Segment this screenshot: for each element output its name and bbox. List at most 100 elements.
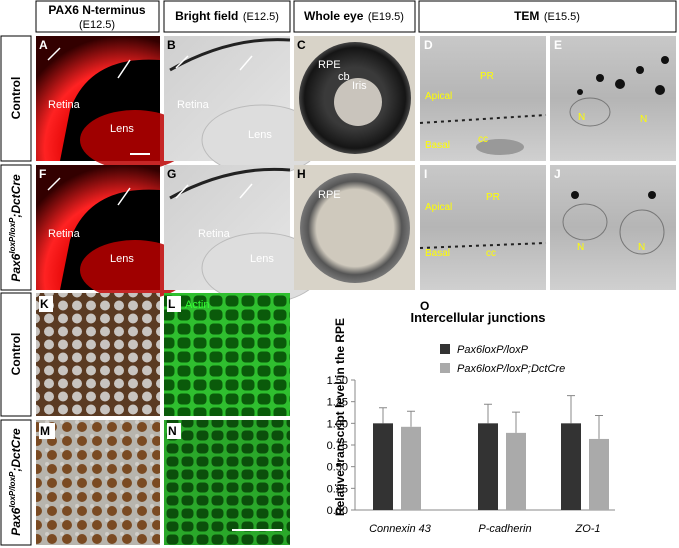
header-title: Whole eye — [304, 9, 364, 23]
panel-f: F Retina Lens — [36, 165, 190, 300]
panel-label: N — [578, 112, 585, 123]
header-box — [418, 0, 677, 33]
bar — [561, 423, 581, 510]
panel-label: N — [638, 242, 645, 253]
panel-letter: K — [40, 297, 49, 311]
panel-label: Basal — [425, 248, 450, 259]
panel-label: Apical — [425, 202, 452, 213]
panel-label: Lens — [250, 253, 274, 265]
panel-label: Lens — [110, 253, 134, 265]
header-title: TEM — [514, 9, 539, 23]
panel-h: H RPE — [294, 165, 415, 290]
panel-b: B Retina Lens — [164, 36, 323, 176]
panel-d: D PR Apical Basal cc — [419, 36, 547, 161]
panel-l: L Actin — [164, 293, 290, 416]
bar-chart: Intercellular junctions 0.00 0.25 0.50 0.75 1… — [327, 310, 615, 535]
panel-letter: I — [424, 167, 427, 181]
bar — [506, 432, 526, 510]
panel-letter: A — [39, 38, 48, 52]
x-tick-label: Connexin 43 — [369, 523, 432, 535]
row-label-part: Pax6 — [9, 507, 23, 535]
header-box — [293, 0, 416, 33]
panel-n: N — [164, 420, 290, 545]
panel-label: Actin — [185, 299, 209, 311]
panel-letter: O — [420, 299, 429, 313]
panel-label: cc — [478, 134, 488, 145]
row-label-part: Pax6 — [9, 253, 23, 281]
row-box — [0, 35, 32, 162]
panel-a: A Retina Lens — [36, 36, 190, 170]
header: Bright field (E12.5) — [175, 7, 279, 24]
header: TEM (E15.5) — [514, 7, 580, 24]
panel-m: M — [36, 420, 160, 545]
header-box — [163, 0, 291, 33]
panel-label: Lens — [248, 129, 272, 141]
header-box — [35, 0, 160, 33]
panel-i: I Apical PR Basal cc — [419, 165, 547, 290]
header: Whole eye (E19.5) — [304, 7, 404, 24]
legend-label: Pax6loxP/loxP — [457, 344, 529, 356]
y-tick-label: 0.00 — [327, 505, 348, 517]
panel-letter: L — [168, 297, 175, 311]
panel-label: RPE — [318, 189, 341, 201]
panel-e: E N N — [550, 36, 676, 161]
row-label: Pax6loxP/loxP;DctCre — [8, 428, 23, 536]
header-stage: (E15.5) — [544, 11, 580, 23]
bar — [373, 423, 393, 510]
header-title: Bright field — [175, 9, 238, 23]
bar — [589, 438, 609, 510]
panel-label: Retina — [48, 99, 81, 111]
y-tick-label: 1.00 — [327, 418, 348, 430]
error-bar — [567, 395, 575, 424]
header-stage: (E19.5) — [368, 11, 404, 23]
panel-letter: C — [297, 38, 306, 52]
panel-c: C RPE cb Iris — [294, 36, 415, 161]
row-label-part: ;DctCre — [9, 428, 23, 472]
error-bar — [379, 407, 387, 424]
panel-label: Apical — [425, 91, 452, 102]
panel-letter: F — [39, 167, 46, 181]
panel-label: Lens — [110, 123, 134, 135]
error-bar — [484, 403, 492, 424]
y-tick-label: 1.25 — [327, 397, 348, 409]
panel-letter: G — [167, 167, 176, 181]
row-box — [0, 419, 32, 546]
panel-label: PR — [486, 192, 500, 203]
panel-g: G Retina Lens — [164, 165, 323, 304]
header-title: PAX6 N-terminus — [48, 3, 145, 17]
y-tick-label: 1.50 — [327, 375, 348, 387]
error-bar — [407, 410, 415, 427]
panel-label: Retina — [48, 228, 81, 240]
header-stage: (E12.5) — [243, 11, 279, 23]
panel-letter: H — [297, 167, 306, 181]
panel-label: PR — [480, 71, 494, 82]
panel-label: cc — [486, 248, 496, 259]
x-tick-label: P-cadherin — [478, 523, 531, 535]
panel-letter: M — [40, 424, 50, 438]
panel-letter: E — [554, 38, 562, 52]
row-label-part: loxP/loxP — [8, 217, 17, 254]
panel-k: K — [36, 293, 160, 416]
panel-label: cb — [338, 71, 350, 83]
row-box — [0, 292, 32, 417]
y-tick-label: 0.25 — [327, 483, 348, 495]
legend-swatch — [440, 363, 450, 373]
panel-label: N — [640, 114, 647, 125]
row-label: Pax6loxP/loxP;DctCre — [8, 174, 23, 282]
error-bar — [512, 411, 520, 433]
panel-letter: B — [167, 38, 176, 52]
panel-label: Basal — [425, 140, 450, 151]
panel-letter: J — [554, 167, 561, 181]
chart-title: Intercellular junctions — [410, 310, 545, 325]
row-box — [0, 164, 32, 291]
row-label: Control — [9, 77, 23, 120]
y-tick-label: 0.75 — [327, 440, 348, 452]
panel-label: Iris — [352, 80, 367, 92]
row-label: Control — [9, 333, 23, 376]
panel-j: J N N — [550, 165, 676, 290]
panel-label: Retina — [198, 228, 231, 240]
panel-letter: N — [168, 424, 177, 438]
panel-label: Retina — [177, 99, 210, 111]
